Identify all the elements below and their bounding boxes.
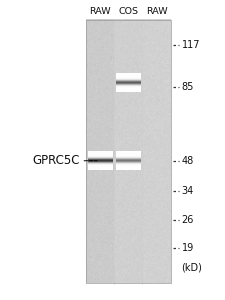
Text: 34: 34 — [181, 186, 193, 196]
Text: 117: 117 — [181, 40, 199, 50]
Bar — [86, 20, 170, 283]
Text: 48: 48 — [181, 156, 193, 166]
Text: GPRC5C: GPRC5C — [33, 154, 80, 167]
Text: 85: 85 — [181, 82, 193, 92]
Text: 19: 19 — [181, 243, 193, 253]
Text: COS: COS — [118, 8, 138, 16]
Text: (kD): (kD) — [181, 263, 201, 273]
Text: RAW: RAW — [89, 8, 110, 16]
Text: RAW: RAW — [145, 8, 166, 16]
Text: 26: 26 — [181, 215, 193, 225]
